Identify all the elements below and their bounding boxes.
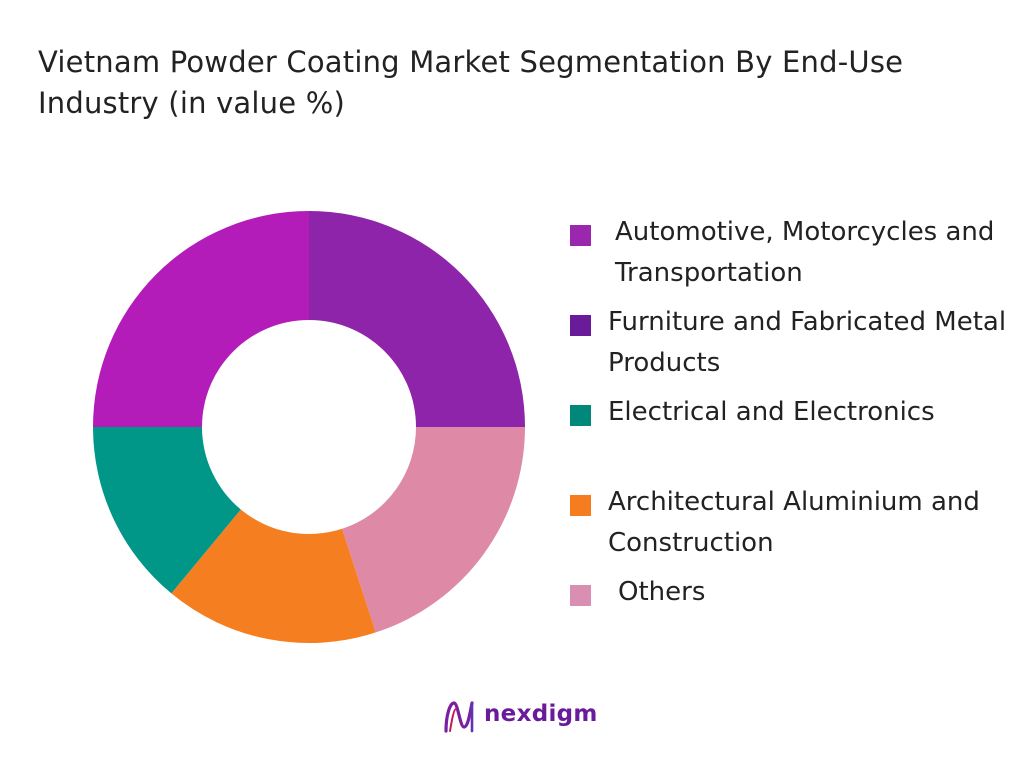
- legend-swatch-automotive: [570, 225, 591, 246]
- chart-title: Vietnam Powder Coating Market Segmentati…: [38, 45, 904, 120]
- legend-label-architectural: Architectural Aluminium and Construction: [608, 487, 980, 558]
- nexdigm-logo-icon: [444, 701, 474, 733]
- slice-others: [342, 427, 525, 633]
- legend-swatch-furniture: [570, 315, 591, 336]
- legend-swatch-architectural: [570, 495, 591, 516]
- slice-automotive: [309, 211, 525, 427]
- slice-furniture: [93, 211, 309, 427]
- legend-label-furniture: Furniture and Fabricated Metal Products: [608, 307, 1007, 378]
- legend-label-electrical: Electrical and Electronics: [608, 397, 935, 427]
- brand-name: nexdigm: [484, 701, 598, 727]
- legend-label-automotive: Automotive, Motorcycles and Transportati…: [615, 217, 995, 288]
- legend-swatch-others: [570, 585, 591, 606]
- legend-label-others: Others: [618, 577, 706, 607]
- legend-swatch-electrical: [570, 405, 591, 426]
- brand-logo: nexdigm: [440, 697, 600, 737]
- slice-architectural: [171, 509, 376, 643]
- slice-electrical: [93, 427, 241, 594]
